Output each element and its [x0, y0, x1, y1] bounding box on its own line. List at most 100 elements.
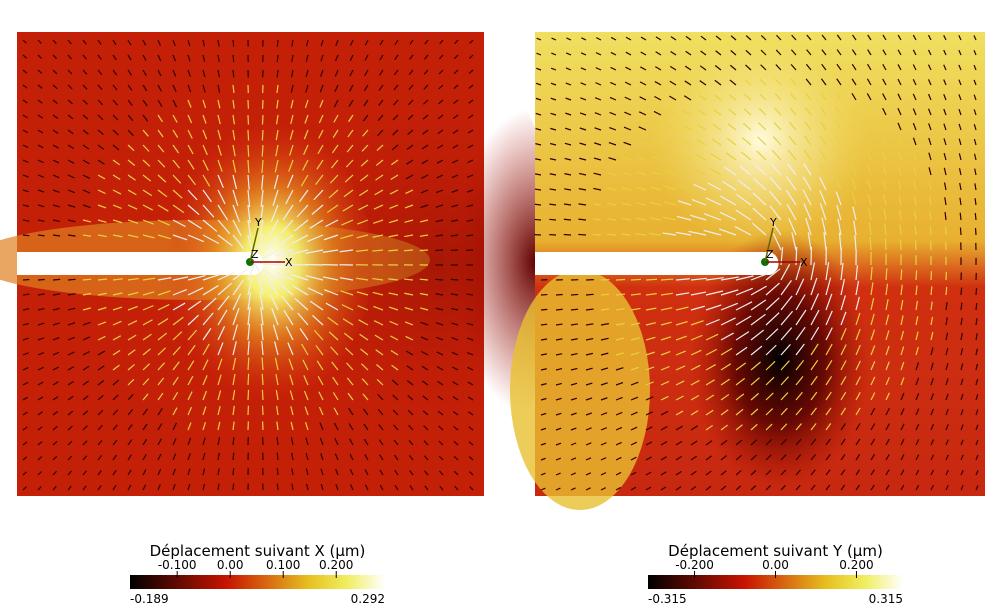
arrow	[391, 379, 399, 386]
arrow	[333, 99, 339, 108]
arrow	[795, 359, 805, 371]
arrow	[358, 319, 369, 326]
arrow	[172, 234, 188, 241]
arrow	[307, 287, 324, 296]
arrow	[453, 99, 459, 105]
arrow	[67, 307, 76, 311]
arrow	[466, 337, 474, 341]
arrow	[735, 331, 750, 341]
arrow	[37, 396, 44, 401]
arrow	[452, 129, 459, 134]
arrow	[304, 422, 309, 431]
arrow	[536, 37, 542, 41]
arrow	[187, 99, 192, 108]
arrow	[467, 366, 474, 371]
arrow	[52, 381, 59, 386]
arrow	[157, 423, 163, 431]
arrow	[550, 97, 557, 101]
arrow	[275, 249, 294, 257]
arrow	[639, 81, 647, 86]
arrow	[750, 273, 769, 281]
arrow	[900, 423, 905, 431]
arrow	[915, 316, 919, 326]
arrow	[407, 409, 414, 416]
arrow	[373, 204, 384, 210]
arrow	[97, 144, 105, 150]
arrow	[885, 438, 890, 446]
arrow	[454, 485, 459, 491]
arrow	[866, 150, 872, 161]
arrow	[37, 293, 45, 296]
arrow	[419, 278, 429, 281]
arrow	[438, 84, 444, 90]
arrow	[52, 337, 60, 341]
arrow	[867, 207, 872, 221]
arrow	[913, 181, 917, 191]
arrow	[82, 219, 92, 223]
arrow	[960, 363, 964, 371]
arrow	[898, 209, 902, 221]
arrow	[392, 394, 399, 401]
arrow	[648, 232, 662, 236]
arrow	[660, 307, 673, 311]
arrow	[974, 198, 977, 206]
arrow	[127, 334, 137, 341]
arrow	[379, 39, 384, 46]
arrow	[593, 157, 602, 161]
arrow	[803, 149, 812, 161]
arrow	[142, 144, 150, 152]
arrow	[247, 144, 250, 157]
arrow	[698, 94, 707, 101]
arrow	[37, 54, 43, 59]
arrow	[67, 69, 73, 75]
arrow	[468, 456, 474, 461]
arrow	[217, 295, 230, 311]
arrow	[217, 452, 220, 461]
arrow	[359, 333, 369, 341]
arrow	[439, 39, 444, 45]
arrow	[535, 82, 542, 86]
arrow	[404, 234, 414, 238]
arrow	[540, 427, 547, 431]
arrow	[735, 209, 752, 221]
arrow	[436, 189, 444, 194]
arrow	[684, 80, 692, 86]
arrow	[377, 393, 384, 401]
arrow	[960, 287, 963, 296]
arrow	[331, 361, 339, 371]
arrow	[377, 409, 384, 416]
arrow	[769, 190, 782, 206]
arrow	[378, 424, 384, 431]
arrow	[363, 99, 369, 107]
arrow	[585, 308, 594, 311]
arrow	[453, 84, 459, 90]
arrow	[82, 292, 92, 296]
arrow	[421, 365, 429, 371]
arrow	[142, 408, 149, 416]
arrow	[232, 99, 235, 109]
arrow	[52, 39, 57, 45]
arrow	[67, 293, 76, 296]
arrow	[928, 167, 932, 176]
arrow	[615, 293, 626, 296]
arrow	[142, 319, 153, 326]
arrow	[318, 391, 324, 401]
arrow	[339, 249, 354, 253]
arrow	[795, 262, 802, 281]
triad-label: Y	[769, 216, 777, 229]
arrow	[959, 197, 962, 206]
arrow	[290, 421, 294, 431]
arrow	[855, 265, 859, 281]
arrow	[232, 69, 235, 78]
arrow	[759, 93, 767, 101]
arrow	[555, 397, 562, 401]
arrow	[422, 380, 429, 386]
arrow	[685, 50, 692, 56]
arrow	[334, 84, 339, 92]
arrow	[789, 107, 797, 116]
arrow	[654, 95, 662, 101]
arrow	[765, 376, 775, 386]
arrow	[930, 377, 934, 386]
arrow	[900, 469, 905, 476]
arrow	[564, 188, 572, 191]
